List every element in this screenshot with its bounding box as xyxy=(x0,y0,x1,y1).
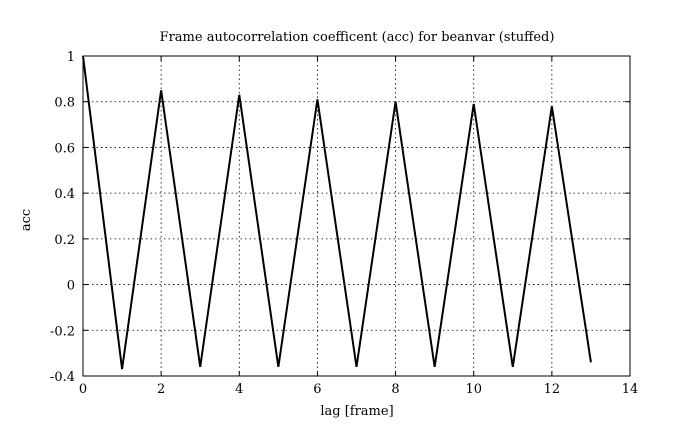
x-tick-label: 4 xyxy=(235,382,243,397)
x-tick-label: 10 xyxy=(465,382,482,397)
y-tick-label: 1 xyxy=(67,50,75,65)
x-tick-label: 6 xyxy=(313,382,321,397)
chart-title: Frame autocorrelation coefficent (acc) f… xyxy=(160,30,555,45)
y-tick-label: 0 xyxy=(67,279,75,294)
grid xyxy=(83,56,630,376)
y-tick-label: -0.2 xyxy=(50,324,75,339)
x-tick-label: 14 xyxy=(622,382,639,397)
x-axis-label: lag [frame] xyxy=(320,404,393,419)
y-tick-label: 0.8 xyxy=(54,96,75,111)
y-axis-label: acc xyxy=(19,209,34,231)
y-tick-label: 0.6 xyxy=(54,141,75,156)
ticks xyxy=(82,55,631,377)
acc-series-line xyxy=(82,55,592,370)
x-tick-label: 12 xyxy=(544,382,561,397)
x-tick-label: 8 xyxy=(391,382,399,397)
y-tick-label: 0.2 xyxy=(54,233,75,248)
x-tick-labels: 0 2 4 6 8 10 12 14 xyxy=(79,382,638,397)
y-tick-label: 0.4 xyxy=(54,187,75,202)
series-layer xyxy=(82,55,592,370)
plot-frame xyxy=(82,55,631,377)
x-tick-label: 2 xyxy=(157,382,165,397)
y-tick-label: -0.4 xyxy=(50,370,75,385)
y-tick-labels: -0.4 -0.2 0 0.2 0.4 0.6 0.8 1 xyxy=(50,50,75,385)
x-tick-label: 0 xyxy=(79,382,87,397)
